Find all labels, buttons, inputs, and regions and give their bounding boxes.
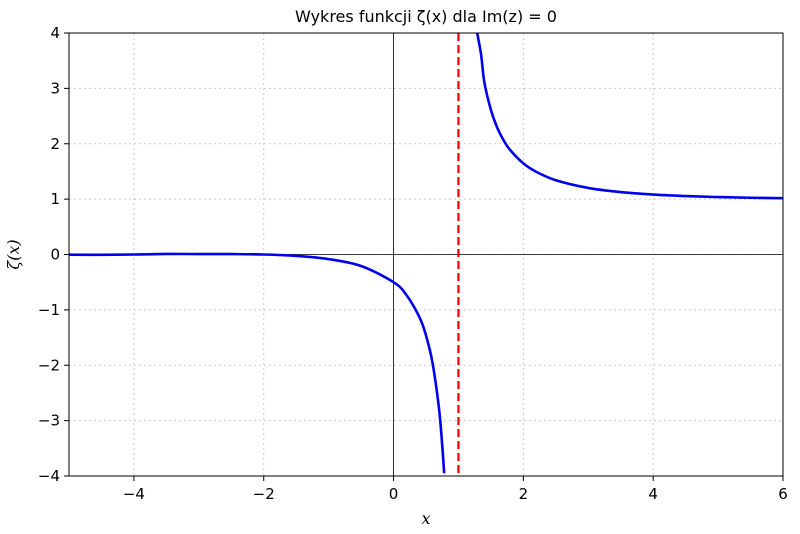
y-tick-label: −4 — [38, 467, 60, 485]
x-tick-label: −4 — [123, 485, 145, 503]
chart-title: Wykres funkcji ζ(x) dla Im(z) = 0 — [295, 7, 557, 26]
y-tick-label: 4 — [50, 24, 60, 42]
series-curves — [69, 33, 783, 474]
y-tick-label: 3 — [50, 79, 60, 97]
y-tick-label: 1 — [50, 190, 60, 208]
axis-ticks: −4 −2 0 2 4 6 −4 −3 −2 −1 0 1 2 3 4 — [38, 24, 788, 503]
x-tick-label: 2 — [519, 485, 529, 503]
x-tick-label: −2 — [253, 485, 275, 503]
x-tick-label: 0 — [389, 485, 399, 503]
y-tick-label: 2 — [50, 135, 60, 153]
x-tick-label: 6 — [778, 485, 788, 503]
zeta-curve-branch-1 — [69, 252, 446, 474]
zeta-curve-branch-2 — [475, 33, 783, 200]
y-tick-label: 0 — [50, 246, 60, 264]
x-axis-label: x — [421, 509, 430, 528]
y-tick-label: −2 — [38, 356, 60, 374]
y-tick-label: −3 — [38, 412, 60, 430]
y-tick-label: −1 — [38, 301, 60, 319]
y-axis-label: ζ(x) — [4, 239, 23, 269]
x-tick-label: 4 — [648, 485, 658, 503]
